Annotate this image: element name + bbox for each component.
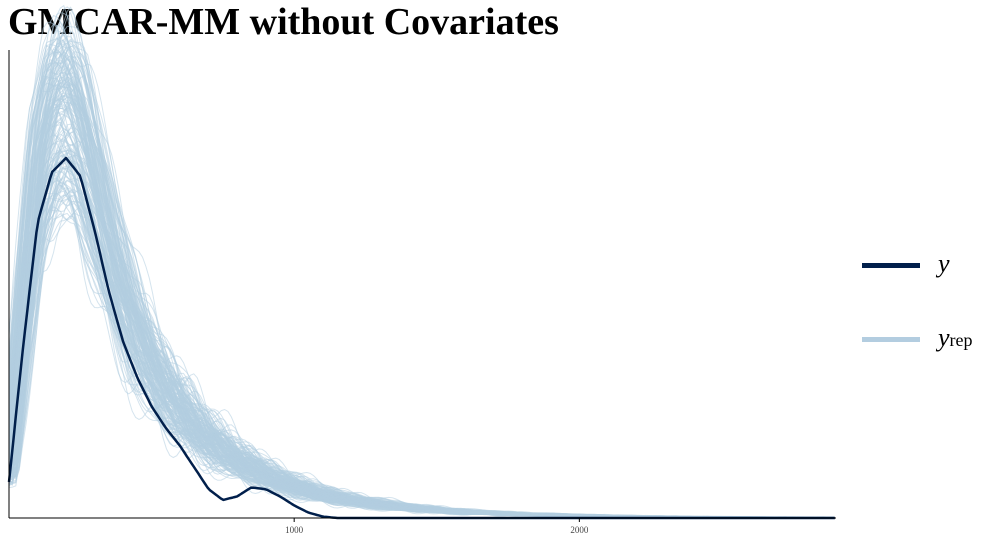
legend-swatch-yrep bbox=[862, 337, 920, 342]
chart-title: GMCAR-MM without Covariates bbox=[8, 1, 559, 43]
legend-label-y: y bbox=[938, 249, 950, 278]
legend-item-y: y bbox=[860, 245, 985, 285]
x-tick-label: 1000 bbox=[285, 525, 304, 535]
x-axis-ticks: 1000 2000 bbox=[285, 518, 589, 535]
legend-label-yrep-sub: rep bbox=[949, 330, 973, 350]
yrep-draws bbox=[8, 4, 834, 519]
yrep-draw-line bbox=[8, 134, 834, 519]
legend-label-yrep-main: y bbox=[938, 323, 950, 352]
x-tick-label: 2000 bbox=[570, 525, 589, 535]
legend-label-yrep: yrep bbox=[938, 323, 973, 353]
legend-swatch-y bbox=[862, 263, 920, 268]
legend-item-yrep: yrep bbox=[860, 319, 985, 359]
